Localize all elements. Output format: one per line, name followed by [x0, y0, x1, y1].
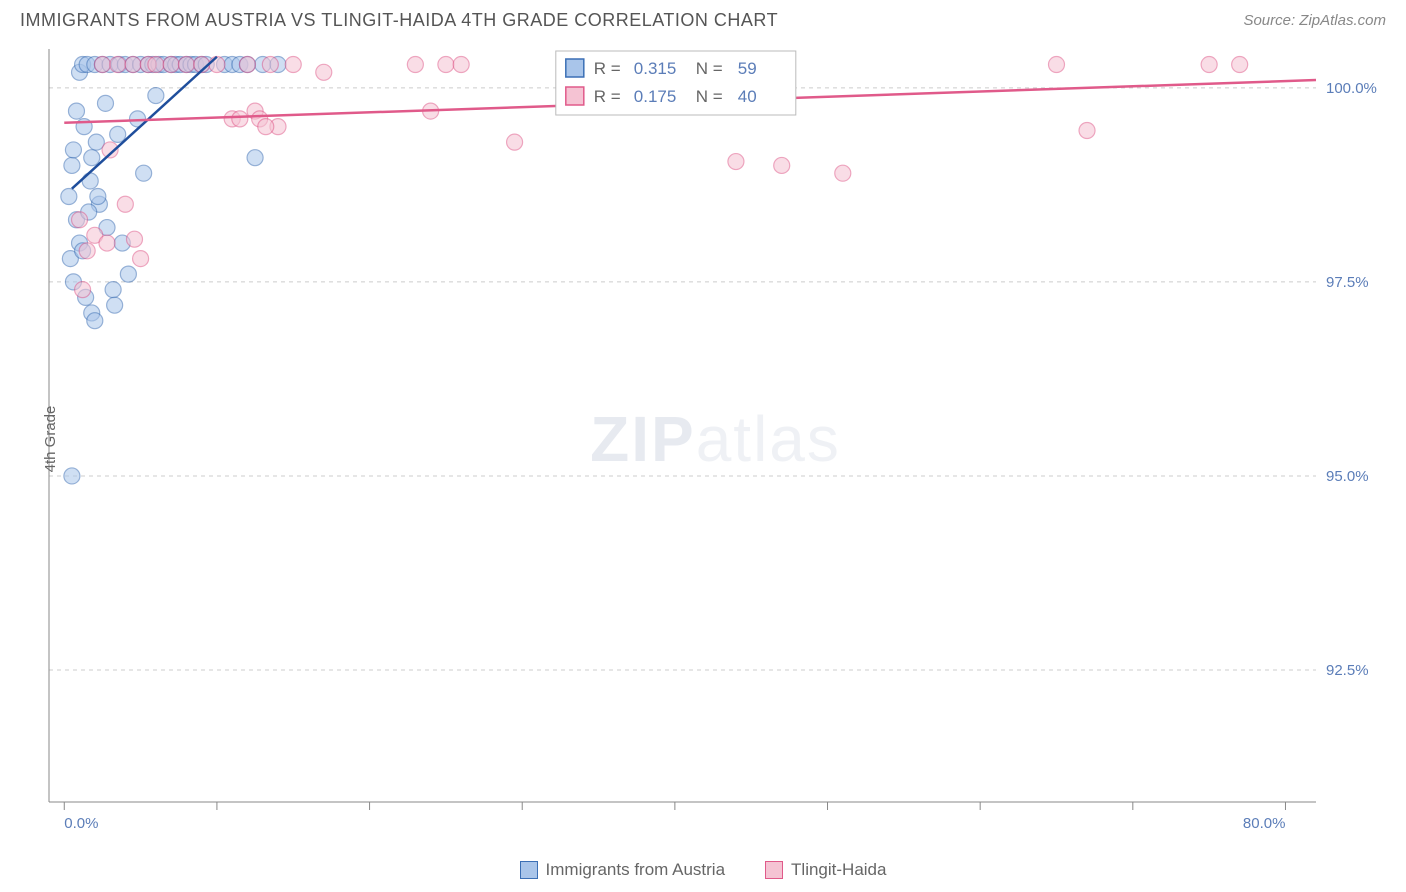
data-point — [87, 313, 103, 329]
data-point — [1201, 57, 1217, 73]
data-point — [125, 57, 141, 73]
scatter-plot: 92.5% 95.0% 97.5% 100.0% 0.0% 80.0% R = 0.315 N… — [45, 45, 1386, 832]
data-point — [239, 57, 255, 73]
legend-r-value: 0.315 — [634, 59, 677, 78]
data-point — [99, 235, 115, 251]
data-point — [120, 266, 136, 282]
data-point — [247, 150, 263, 166]
legend-swatch — [765, 861, 783, 879]
x-tick-label: 0.0% — [64, 815, 98, 832]
data-point — [258, 119, 274, 135]
data-point — [438, 57, 454, 73]
data-point — [90, 188, 106, 204]
data-point — [148, 88, 164, 104]
data-point — [209, 57, 225, 73]
chart-header: IMMIGRANTS FROM AUSTRIA VS TLINGIT-HAIDA… — [0, 0, 1406, 36]
legend-item: Tlingit-Haida — [765, 860, 886, 880]
chart-area: 4th Grade 92.5% 95.0% 97.5% 100.0% 0.0% 80.0%… — [45, 45, 1386, 832]
data-point — [72, 212, 88, 228]
legend-item: Immigrants from Austria — [520, 860, 726, 880]
data-point — [407, 57, 423, 73]
data-point — [110, 57, 126, 73]
legend-label: Immigrants from Austria — [546, 860, 726, 880]
data-point — [178, 57, 194, 73]
data-point — [774, 157, 790, 173]
data-point — [82, 173, 98, 189]
data-point — [65, 142, 81, 158]
data-point — [126, 231, 142, 247]
data-point — [1232, 57, 1248, 73]
data-point — [64, 468, 80, 484]
data-point — [507, 134, 523, 150]
data-point — [453, 57, 469, 73]
data-point — [1048, 57, 1064, 73]
y-tick-label: 95.0% — [1326, 468, 1369, 485]
data-point — [105, 282, 121, 298]
data-point — [64, 157, 80, 173]
legend-n-value: 40 — [738, 87, 757, 106]
y-tick-label: 100.0% — [1326, 80, 1377, 97]
data-point — [107, 297, 123, 313]
x-tick-label: 80.0% — [1243, 815, 1286, 832]
data-point — [79, 243, 95, 259]
legend-r-label: R = — [594, 87, 621, 106]
data-point — [110, 126, 126, 142]
data-point — [117, 196, 133, 212]
y-axis-label: 4th Grade — [42, 405, 59, 472]
legend-n-label: N = — [696, 87, 723, 106]
legend-swatch — [566, 87, 584, 105]
legend-n-label: N = — [696, 59, 723, 78]
y-tick-label: 97.5% — [1326, 274, 1369, 291]
data-point — [148, 57, 164, 73]
chart-title: IMMIGRANTS FROM AUSTRIA VS TLINGIT-HAIDA… — [20, 10, 778, 31]
legend-r-label: R = — [594, 59, 621, 78]
legend-swatch — [566, 59, 584, 77]
data-point — [835, 165, 851, 181]
data-point — [285, 57, 301, 73]
data-point — [316, 64, 332, 80]
data-point — [262, 57, 278, 73]
data-point — [163, 57, 179, 73]
data-point — [1079, 123, 1095, 139]
legend-r-value: 0.175 — [634, 87, 677, 106]
data-point — [94, 57, 110, 73]
data-point — [75, 282, 91, 298]
y-tick-label: 92.5% — [1326, 662, 1369, 679]
data-point — [84, 150, 100, 166]
legend-bottom: Immigrants from Austria Tlingit-Haida — [0, 860, 1406, 880]
data-point — [232, 111, 248, 127]
data-point — [136, 165, 152, 181]
data-point — [61, 188, 77, 204]
data-point — [133, 251, 149, 267]
legend-n-value: 59 — [738, 59, 757, 78]
data-point — [97, 95, 113, 111]
legend-swatch — [520, 861, 538, 879]
data-point — [68, 103, 84, 119]
data-point — [728, 154, 744, 170]
source-label: Source: ZipAtlas.com — [1243, 12, 1386, 29]
legend-label: Tlingit-Haida — [791, 860, 886, 880]
